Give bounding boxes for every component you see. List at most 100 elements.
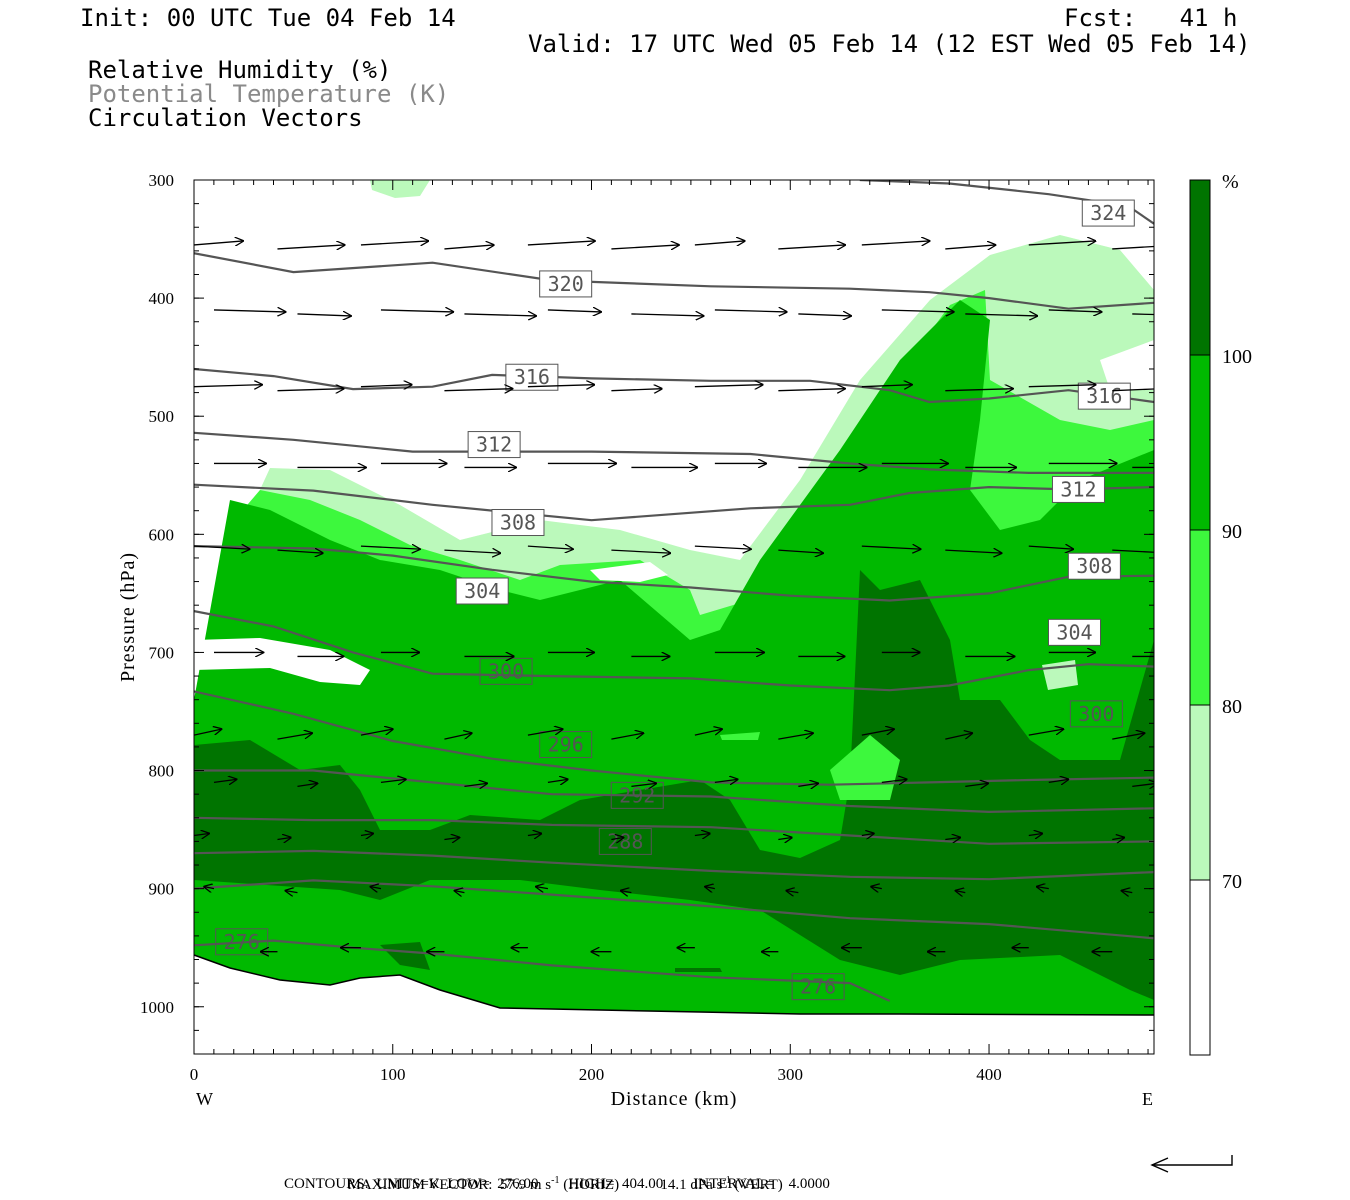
circulation-vector xyxy=(1122,891,1133,893)
circulation-vector xyxy=(881,779,907,782)
circulation-vector xyxy=(380,779,406,782)
circulation-vector xyxy=(1048,779,1069,782)
theta-line xyxy=(194,545,1154,602)
theta-label-box xyxy=(1051,475,1105,503)
surface-line xyxy=(193,954,1155,1016)
circulation-vector xyxy=(778,838,791,840)
theta-label: 300 xyxy=(1069,700,1123,728)
rh-100-blob-low xyxy=(380,942,430,970)
plot-frame xyxy=(193,179,1155,1055)
circulation-vector xyxy=(611,838,623,840)
circulation-vector xyxy=(881,310,954,312)
theta-label-box xyxy=(1081,199,1135,227)
colorbar-band-3 xyxy=(1190,355,1210,530)
theta-label-text: 316 xyxy=(514,365,550,389)
circulation-vector xyxy=(798,314,851,316)
circulation-vector xyxy=(861,241,930,245)
theta-label-box xyxy=(455,577,509,605)
rh-dry-hole-2 xyxy=(590,562,668,582)
theta-label: 276 xyxy=(215,928,269,956)
max-horiz-exponent: -1 xyxy=(551,1175,560,1186)
circulation-vector xyxy=(444,245,493,249)
circulation-vector xyxy=(444,838,459,840)
theta-label: 308 xyxy=(491,509,545,537)
theta-label: 276 xyxy=(791,973,845,1001)
legend-vectors: Circulation Vectors xyxy=(88,104,363,132)
circulation-vector xyxy=(1028,546,1073,549)
y-tick-label: 500 xyxy=(149,407,175,426)
circulation-vector xyxy=(360,729,393,736)
theta-label-box xyxy=(598,827,652,855)
rh-dry-hole-1 xyxy=(194,638,370,685)
theta-label-box xyxy=(1069,700,1123,728)
theta-label-text: 300 xyxy=(1078,702,1114,726)
colorbar-label-100: 100 xyxy=(1222,346,1252,368)
contours-line: CONTOURS: UNITS=K LOW= 276.00 HIGH= 404.… xyxy=(284,1176,830,1192)
circulation-vector xyxy=(861,546,921,549)
circulation-vector xyxy=(871,887,882,889)
theta-line xyxy=(194,849,1154,881)
theta-label: 324 xyxy=(1081,199,1135,227)
theta-label: 316 xyxy=(505,363,559,391)
theta-label-text: 312 xyxy=(1060,477,1096,501)
y-tick-label: 600 xyxy=(149,525,175,544)
circulation-vector xyxy=(631,783,656,786)
max-vector-label: MAXIMUM VECTOR: xyxy=(347,1177,493,1193)
y-tick-label: 900 xyxy=(149,880,175,899)
max-vector-line: MAXIMUM VECTOR: 57.9 m s-1 (HORIZ) 14.1 … xyxy=(340,1158,783,1194)
y-axis-label: Pressure (hPa) xyxy=(117,552,139,682)
theta-label-box xyxy=(539,270,593,298)
theta-label-box xyxy=(1067,552,1121,580)
x-tick-label: 100 xyxy=(380,1065,406,1084)
theta-label-box xyxy=(1047,618,1101,646)
colorbar-band-2 xyxy=(1190,530,1210,705)
circulation-vector xyxy=(527,241,595,245)
theta-label: 320 xyxy=(539,270,593,298)
circulation-vector xyxy=(285,891,298,893)
circulation-vector xyxy=(621,891,632,893)
circulation-vector xyxy=(861,729,894,736)
x-tick-label: 200 xyxy=(579,1065,605,1084)
theta-label-box xyxy=(491,509,545,537)
colorbar-frame xyxy=(1189,179,1211,1056)
x-axis-east-label: E xyxy=(1142,1089,1153,1109)
circulation-vector xyxy=(1132,783,1154,786)
theta-line xyxy=(194,367,1154,404)
circulation-vector xyxy=(213,310,285,312)
theta-label: 288 xyxy=(598,827,652,855)
circulation-vector xyxy=(527,546,573,549)
theta-line xyxy=(859,180,1154,225)
colorbar-label-70: 70 xyxy=(1222,871,1242,893)
theta-label-text: 308 xyxy=(1076,554,1112,578)
circulation-vector xyxy=(380,310,453,312)
theta-label: 312 xyxy=(467,431,521,459)
theta-label: 304 xyxy=(1047,618,1101,646)
x-axis-label: Distance (km) xyxy=(611,1088,738,1110)
x-tick-label: 400 xyxy=(976,1065,1002,1084)
x-tick-label: 300 xyxy=(778,1065,804,1084)
theta-label: 304 xyxy=(455,577,509,605)
circulation-vector xyxy=(1028,385,1096,387)
theta-labels: 324 320 316 316 312 312 308 308 304 304 300 300 296 2… xyxy=(215,199,1135,1001)
circulation-vector xyxy=(204,887,215,889)
theta-label-box xyxy=(467,431,521,459)
circulation-vector xyxy=(194,385,262,387)
circulation-vector xyxy=(297,314,350,316)
circulation-vector xyxy=(213,779,236,782)
circulation-vector xyxy=(778,245,845,249)
circulation-vector xyxy=(547,310,601,312)
circulation-vector xyxy=(444,389,512,391)
colorbar-label-90: 90 xyxy=(1222,521,1242,543)
circulation-vector xyxy=(611,733,643,740)
max-horiz-unit: (HORIZ) xyxy=(563,1177,620,1193)
circulation-vector xyxy=(1112,245,1154,250)
max-vert-value: 14.1 dPa s xyxy=(660,1177,723,1193)
circulation-vector xyxy=(1037,887,1049,889)
theta-line xyxy=(194,483,1154,522)
theta-label-text: 276 xyxy=(224,930,260,954)
y-tick-label: 300 xyxy=(149,171,175,190)
circulation-vector xyxy=(945,550,1001,553)
theta-label-text: 296 xyxy=(548,733,584,757)
circulation-vector xyxy=(778,733,813,740)
theta-label: 312 xyxy=(1051,475,1105,503)
